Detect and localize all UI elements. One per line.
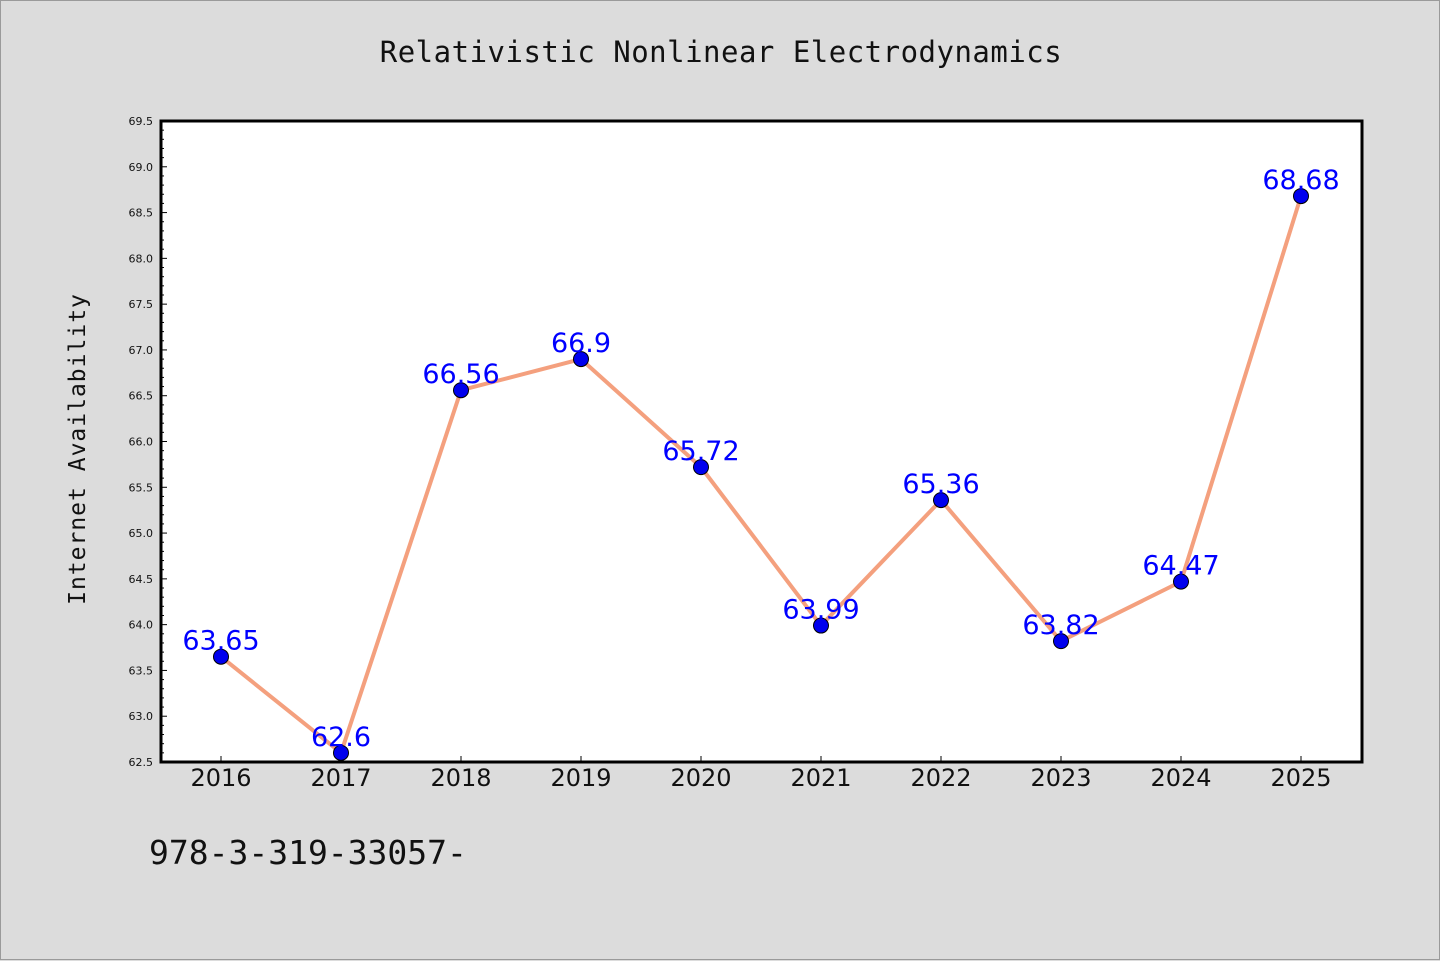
- data-label: 66.56: [422, 359, 499, 390]
- y-tick-label: 68.0: [129, 252, 154, 265]
- data-label: 63.82: [1022, 610, 1099, 641]
- y-tick-label: 67.0: [129, 344, 154, 357]
- y-tick-label: 67.5: [129, 298, 154, 311]
- data-point: [693, 459, 709, 476]
- y-tick-label: 62.5: [129, 756, 154, 769]
- y-tick-label: 64.0: [129, 619, 154, 632]
- x-tick-label: 2025: [1270, 764, 1331, 792]
- data-point: [333, 744, 349, 761]
- footer-code: 978-3-319-33057-: [149, 833, 467, 872]
- y-tick-label: 66.0: [129, 436, 154, 449]
- data-point: [573, 351, 589, 368]
- data-label: 62.6: [311, 722, 371, 753]
- data-point: [453, 382, 469, 399]
- y-tick-label: 63.5: [129, 664, 154, 677]
- chart-title: Relativistic Nonlinear Electrodynamics: [379, 35, 1063, 69]
- y-tick-label: 68.5: [129, 207, 154, 220]
- data-label: 66.9: [551, 328, 611, 359]
- data-label: 63.99: [782, 595, 859, 626]
- data-label: 68.68: [1262, 165, 1339, 196]
- y-tick-label: 69.0: [129, 161, 154, 174]
- x-tick-label: 2017: [310, 764, 371, 792]
- y-tick-label: 66.5: [129, 390, 154, 403]
- plot-frame: [159, 119, 1364, 764]
- data-point: [1173, 573, 1189, 590]
- y-tick-label: 64.5: [129, 573, 154, 586]
- data-label: 63.65: [182, 626, 259, 657]
- y-tick-label: 63.0: [129, 710, 154, 723]
- x-tick-label: 2016: [190, 764, 251, 792]
- data-label: 64.47: [1142, 551, 1219, 582]
- data-label: 65.36: [902, 469, 979, 500]
- data-point: [1293, 188, 1309, 205]
- x-tick-label: 2019: [550, 764, 611, 792]
- x-tick-label: 2018: [430, 764, 491, 792]
- x-tick-label: 2022: [910, 764, 971, 792]
- data-point: [213, 648, 229, 665]
- x-tick-label: 2021: [790, 764, 851, 792]
- x-tick-label: 2024: [1150, 764, 1211, 792]
- data-point: [1053, 633, 1069, 650]
- y-tick-label: 69.5: [129, 115, 154, 128]
- y-tick-label: 65.0: [129, 527, 154, 540]
- data-point: [933, 492, 949, 509]
- series-line: [219, 194, 1303, 755]
- y-tick-label: 65.5: [129, 481, 154, 494]
- x-tick-label: 2023: [1030, 764, 1091, 792]
- plot-area: [161, 121, 1362, 762]
- x-tick-label: 2020: [670, 764, 731, 792]
- data-point: [813, 617, 829, 634]
- data-label: 65.72: [662, 436, 739, 467]
